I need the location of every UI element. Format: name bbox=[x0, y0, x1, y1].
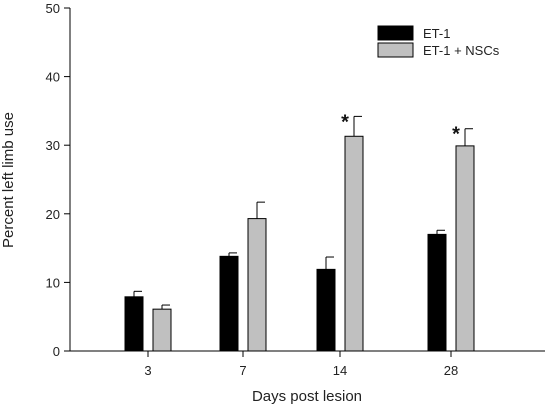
x-axis-ticks: 3 7 14 28 bbox=[144, 351, 458, 378]
bar-et1-day-14 bbox=[316, 268, 336, 352]
bar-et1-nscs-day-28 bbox=[455, 145, 475, 352]
y-tick-label: 0 bbox=[53, 344, 60, 359]
y-tick-label: 30 bbox=[46, 138, 60, 153]
legend-label-et1: ET-1 bbox=[423, 26, 450, 41]
bar-et1-nscs-day-14 bbox=[344, 135, 364, 352]
y-axis-ticks: 0 10 20 30 40 50 bbox=[46, 1, 70, 359]
x-tick-label: 14 bbox=[333, 363, 347, 378]
bar-et1-nscs-day-7 bbox=[247, 218, 267, 352]
legend-label-et1-nscs: ET-1 + NSCs bbox=[423, 43, 500, 58]
x-axis-title: Days post lesion bbox=[252, 388, 362, 405]
error-bars bbox=[133, 115, 473, 310]
y-tick-label: 40 bbox=[46, 70, 60, 85]
legend: ET-1 ET-1 + NSCs bbox=[377, 25, 500, 58]
legend-swatch-et1 bbox=[377, 25, 414, 41]
significance-markers: ** bbox=[341, 111, 460, 145]
bar-et1-day-28 bbox=[427, 233, 447, 352]
legend-swatch-et1-nscs bbox=[377, 42, 414, 58]
y-tick-label: 50 bbox=[46, 1, 60, 16]
significance-asterisk: * bbox=[341, 111, 349, 133]
x-tick-label: 3 bbox=[144, 363, 151, 378]
bar-et1-nscs-day-3 bbox=[152, 308, 172, 352]
y-tick-label: 20 bbox=[46, 207, 60, 222]
bar-series bbox=[124, 135, 475, 352]
y-axis-title: Percent left limb use bbox=[0, 112, 17, 248]
x-tick-label: 7 bbox=[239, 363, 246, 378]
x-tick-label: 28 bbox=[444, 363, 458, 378]
bar-et1-day-3 bbox=[124, 296, 144, 352]
bar-et1-day-7 bbox=[219, 255, 239, 352]
y-tick-label: 10 bbox=[46, 275, 60, 290]
significance-asterisk: * bbox=[452, 124, 460, 146]
